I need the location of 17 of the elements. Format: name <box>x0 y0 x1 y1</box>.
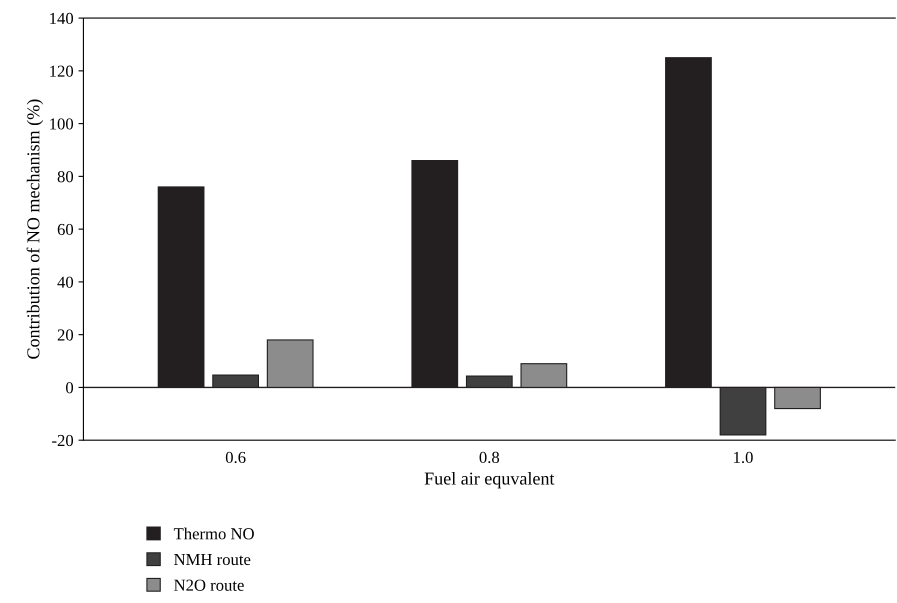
y-axis-title: Contribution of NO mechanism (%) <box>26 100 44 359</box>
x-tick-label: 1.0 <box>734 452 753 464</box>
x-tick-label: 0.8 <box>480 452 500 464</box>
x-axis-title: Fuel air equvalent <box>424 472 554 488</box>
y-tick-label: 140 <box>50 12 74 24</box>
y-tick-label: 60 <box>58 224 74 236</box>
y-tick-label: 120 <box>50 66 74 77</box>
legend-label: Thermo NO <box>174 528 254 540</box>
y-tick-label: 80 <box>58 171 74 182</box>
y-tick-label: 100 <box>50 118 74 130</box>
legend-label: N2O route <box>174 580 244 591</box>
y-tick-label: -20 <box>52 434 74 446</box>
y-tick-label: 20 <box>58 329 74 341</box>
y-tick-label: 40 <box>57 276 74 288</box>
legend-label: NMH route <box>174 554 250 566</box>
y-tick-label: 0 <box>66 382 74 394</box>
x-tick-label: 0.6 <box>226 452 246 464</box>
